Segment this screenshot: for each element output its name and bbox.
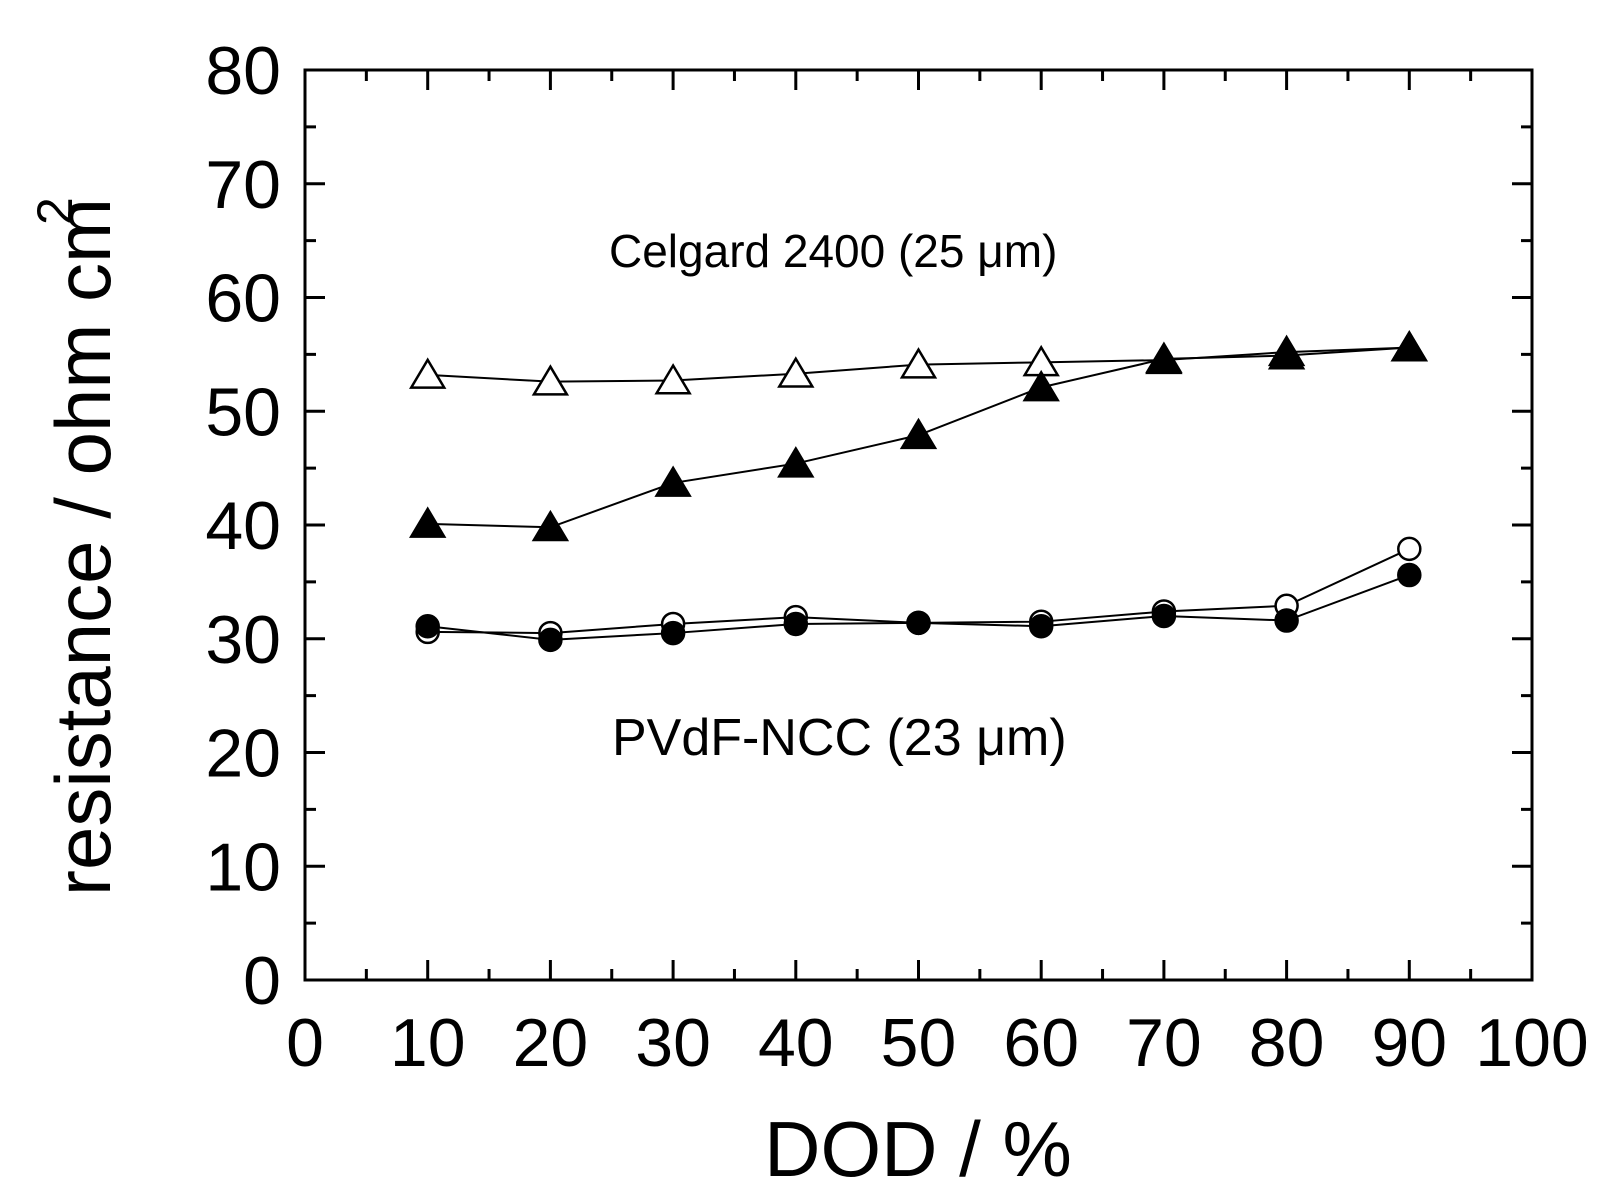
y-tick-label: 50 [205,374,281,450]
data-point [906,610,931,636]
x-tick-label: 0 [286,1005,324,1081]
y-tick-label: 70 [205,147,281,223]
data-point [660,620,686,646]
y-tick-label: 80 [205,33,281,109]
y-tick-label: 40 [205,488,281,564]
series-lines [427,346,1410,641]
data-point [1390,330,1428,362]
x-tick-label: 60 [1003,1005,1079,1081]
data-point [1145,341,1183,373]
data-point [783,611,809,637]
x-tick-label: 80 [1249,1005,1325,1081]
x-tick-label: 10 [390,1005,466,1081]
data-point [1022,369,1060,402]
x-tick-label: 20 [513,1005,589,1081]
data-point [1267,338,1306,370]
tick-labels: 0 10 20 30 40 50 60 70 80 90 100 0 10 20 30 40 50 60 70 80 [205,33,1588,1081]
data-point [415,613,440,639]
data-point [777,446,815,478]
y-tick-label: 0 [243,943,281,1019]
x-tick-label: 30 [635,1005,711,1081]
x-axis-title: DOD / % [764,1105,1072,1189]
annotation-celgard: Celgard 2400 (25 μm) [609,225,1057,277]
x-tick-label: 50 [881,1005,957,1081]
x-tick-label: 90 [1371,1005,1447,1081]
data-point [1274,608,1299,633]
data-point [899,417,938,450]
data-point [777,356,815,388]
data-point [654,363,692,395]
x-tick-label: 40 [758,1005,834,1081]
data-point [1028,613,1054,639]
y-axis-title: resistance / ohm cm [39,198,127,896]
data-point [654,465,692,497]
data-point [1397,562,1422,588]
data-point [531,364,570,396]
y-tick-label: 60 [205,261,281,337]
plot-frame [303,68,1534,982]
x-tick-label: 100 [1475,1005,1588,1081]
y-tick-label: 20 [205,716,281,792]
data-point [531,509,570,542]
data-point [1397,536,1422,562]
data-point [899,347,938,379]
y-tick-label: 30 [205,602,281,678]
x-tick-label: 70 [1126,1005,1202,1081]
y-axis-title-superscript: 2 [27,197,83,225]
data-point [409,506,447,538]
data-point [409,357,447,389]
annotation-pvdf: PVdF-NCC (23 μm) [612,709,1067,767]
y-tick-label: 10 [205,829,281,905]
y-axis-title-group: resistance / ohm cm 2 [27,197,127,896]
data-point [538,627,563,653]
data-point [1151,603,1177,629]
series-markers [409,330,1428,653]
